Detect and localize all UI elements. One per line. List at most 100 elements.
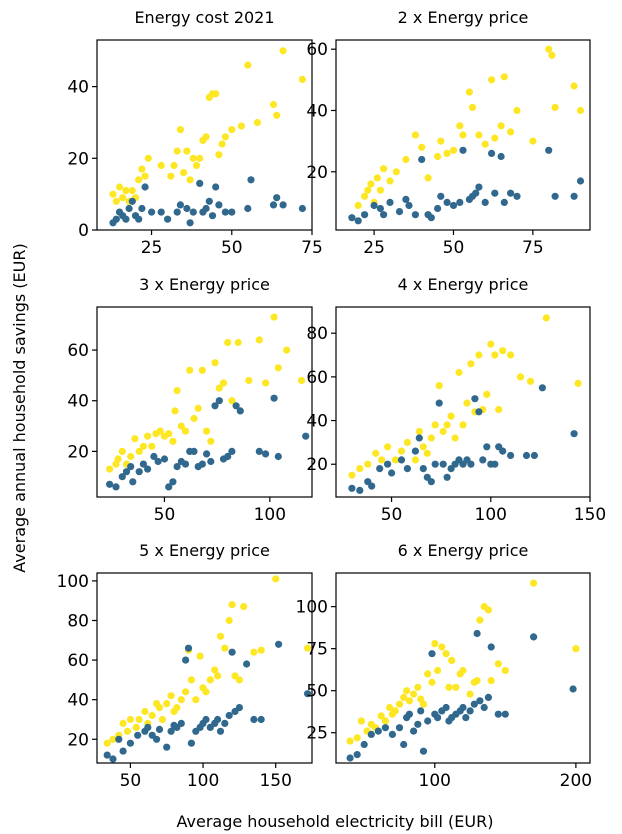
data-point [372, 449, 380, 457]
data-point [459, 666, 467, 675]
y-tick-label: 0 [78, 221, 89, 241]
data-point [164, 215, 172, 223]
data-point [148, 442, 156, 450]
x-tick-label: 50 [154, 505, 176, 525]
data-point [501, 666, 509, 675]
y-tick-label: 25 [306, 724, 328, 744]
data-point [442, 703, 450, 712]
data-point [424, 670, 432, 678]
data-point [106, 480, 114, 488]
data-point [139, 460, 147, 468]
data-point [274, 364, 282, 372]
x-tick-label: 100 [187, 771, 219, 791]
data-point [203, 450, 211, 458]
data-point [570, 82, 578, 90]
data-point [370, 201, 378, 210]
data-point [163, 700, 171, 708]
data-point [138, 204, 146, 213]
series-low [106, 394, 310, 491]
x-tick-label: 50 [443, 238, 465, 258]
data-point [244, 204, 252, 213]
data-point [118, 473, 126, 481]
data-point [475, 351, 483, 359]
data-point [270, 313, 278, 321]
data-point [410, 727, 418, 735]
y-tick-label: 60 [306, 368, 328, 388]
data-point [570, 430, 578, 438]
y-tick-label: 40 [67, 691, 89, 711]
data-point [377, 712, 385, 720]
data-point [132, 723, 140, 732]
data-point [221, 208, 229, 216]
x-tick-label: 200 [560, 771, 592, 791]
data-point [177, 696, 185, 704]
data-point [376, 186, 384, 194]
data-point [187, 676, 195, 684]
data-point [449, 201, 458, 210]
data-point [548, 51, 556, 59]
series-high [109, 47, 306, 205]
data-point [443, 198, 451, 206]
data-point [483, 390, 491, 398]
x-tick-label: 75 [522, 238, 544, 258]
data-point [131, 435, 139, 443]
data-point [572, 645, 580, 653]
data-point [451, 434, 459, 442]
data-point [481, 140, 489, 148]
panel-title: 6 x Energy price [398, 541, 529, 560]
data-point [257, 715, 265, 724]
data-point [171, 407, 179, 415]
data-point [245, 376, 253, 385]
data-point [439, 460, 447, 468]
data-point [173, 147, 181, 155]
data-point [411, 447, 419, 455]
data-point [202, 204, 210, 213]
data-point [181, 460, 190, 468]
data-point [513, 106, 521, 115]
data-point [154, 457, 162, 466]
panel-1: Energy cost 2021 25 50 75 0 20 40 [67, 8, 322, 258]
data-point [456, 122, 464, 130]
data-point [211, 402, 219, 410]
data-point [403, 465, 411, 473]
panel-title: 4 x Energy price [398, 275, 529, 294]
data-point [356, 465, 364, 473]
data-point [459, 146, 467, 154]
panel-title: 5 x Energy price [139, 541, 270, 560]
data-point [427, 478, 435, 486]
plot-frame [96, 572, 313, 764]
data-point [530, 633, 538, 641]
data-point [216, 727, 225, 735]
data-point [443, 149, 451, 157]
data-point [169, 478, 177, 486]
data-point [262, 379, 270, 387]
data-point [119, 719, 127, 728]
data-point [189, 208, 197, 216]
data-point [468, 103, 477, 111]
data-point [513, 192, 521, 200]
panel-4: 4 x Energy price 50 100 150 20 40 60 80 [306, 275, 606, 525]
data-point [410, 690, 418, 698]
data-point [494, 710, 502, 718]
data-point [186, 176, 194, 184]
data-point [127, 463, 135, 471]
data-point [437, 192, 445, 200]
data-point [173, 208, 181, 216]
data-point [144, 154, 152, 162]
data-point [438, 643, 446, 651]
data-point [165, 430, 173, 438]
data-point [232, 402, 240, 410]
data-point [455, 368, 463, 377]
data-point [298, 204, 306, 213]
data-point [434, 666, 442, 675]
data-point [500, 198, 508, 206]
data-point [302, 432, 310, 440]
data-point [497, 152, 505, 161]
data-point [507, 128, 515, 136]
data-point [173, 704, 181, 712]
data-point [139, 442, 147, 450]
data-point [250, 648, 258, 656]
data-point [491, 189, 499, 197]
data-point [447, 412, 455, 420]
panel-title: Energy cost 2021 [134, 8, 274, 27]
